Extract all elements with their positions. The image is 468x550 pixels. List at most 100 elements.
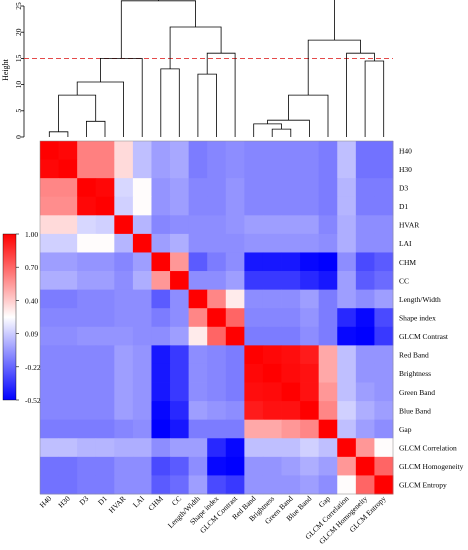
heatmap-cell [374,141,394,160]
heatmap-cell [337,326,357,346]
heatmap-cell [207,363,227,383]
heatmap-cell [170,419,190,439]
heatmap-cell [151,215,171,235]
heatmap-cell [337,475,357,495]
heatmap-cell [95,401,115,421]
colorbar-tick-label: 0.09 [25,330,38,339]
heatmap-cell [188,215,208,235]
heatmap-cell [77,345,97,365]
dendrogram-link [169,26,222,69]
heatmap-cell [262,475,282,495]
heatmap-cell [281,178,301,198]
dendrogram-link [271,128,292,137]
heatmap-cell [244,196,264,216]
heatmap-cell [281,159,301,179]
heatmap-cell [40,345,59,365]
heatmap-cell [337,141,357,160]
row-label: H40 [399,146,412,155]
heatmap-cell [170,271,190,291]
row-label: GLCM Entropy [399,481,447,490]
row-label: GLCM Homogeneity [399,462,464,471]
heatmap-cell [77,456,97,476]
heatmap-cell [114,178,134,198]
heatmap-cell [244,215,264,235]
heatmap-cell [58,345,78,365]
heatmap-cell [40,475,59,495]
colorbar-tick-label: -0.52 [25,396,41,405]
heatmap-cell [77,196,97,216]
heatmap-cell [318,308,338,328]
heatmap-cell [355,326,375,346]
heatmap-cell [355,475,375,495]
heatmap-cell [114,345,134,365]
heatmap-cell [300,289,320,309]
heatmap-cell [132,419,152,439]
heatmap-cell [281,326,301,346]
heatmap-cell [281,456,301,476]
heatmap-cell [58,233,78,253]
column-label: H40 [38,494,54,510]
heatmap-cell [170,159,190,179]
heatmap-cell [281,233,301,253]
heatmap-cell [58,401,78,421]
heatmap-cell [337,382,357,402]
heatmap-cell [374,326,394,346]
heatmap-cell [318,271,338,291]
heatmap-cell [58,475,78,495]
dendrogram-tick-label: 5 [14,109,23,113]
heatmap-cell [170,233,190,253]
heatmap-cell [77,233,97,253]
heatmap-cell [281,141,301,160]
heatmap-cell [262,271,282,291]
heatmap-cell [207,271,227,291]
heatmap-cell [114,215,134,235]
heatmap-cell [300,215,320,235]
heatmap-cell [151,308,171,328]
heatmap-cell [355,363,375,383]
heatmap-cell [355,178,375,198]
heatmap-cell [40,215,59,235]
heatmap-cell [58,382,78,402]
heatmap-cell [225,401,245,421]
heatmap-cell [355,215,375,235]
heatmap-cell [300,178,320,198]
heatmap-cell [95,289,115,309]
heatmap-cell [95,159,115,179]
heatmap-cell [300,475,320,495]
heatmap-cell [151,456,171,476]
heatmap-cell [244,419,264,439]
heatmap-cell [188,252,208,272]
heatmap-cell [188,456,208,476]
heatmap-cell [281,308,301,328]
heatmap-cell [244,159,264,179]
colorbar-tick-label: 1.00 [25,230,38,239]
heatmap-cell [132,308,152,328]
heatmap-cell [170,438,190,458]
heatmap-cell [262,345,282,365]
dendrogram-tick-label: 15 [14,54,23,62]
heatmap-cell [318,289,338,309]
heatmap-cell [77,308,97,328]
heatmap-cell [225,215,245,235]
heatmap-cell [132,345,152,365]
heatmap-cell [151,475,171,495]
dendrogram-link [197,73,217,137]
heatmap-cell [300,326,320,346]
dendrogram-link [48,131,69,137]
heatmap-cell [77,252,97,272]
heatmap-cell [281,289,301,309]
row-label: HVAR [399,221,419,230]
heatmap-cell [355,308,375,328]
row-label: GLCM Correlation [399,444,457,453]
heatmap-cell [95,141,115,160]
heatmap-cell [207,159,227,179]
heatmap-cell [188,419,208,439]
heatmap-cell [300,233,320,253]
heatmap-cell [40,308,59,328]
heatmap-cell [132,252,152,272]
dendrogram-link [120,0,196,59]
heatmap [39,140,394,495]
dendrogram-tick-label: 25 [14,2,23,10]
heatmap-cell [207,419,227,439]
